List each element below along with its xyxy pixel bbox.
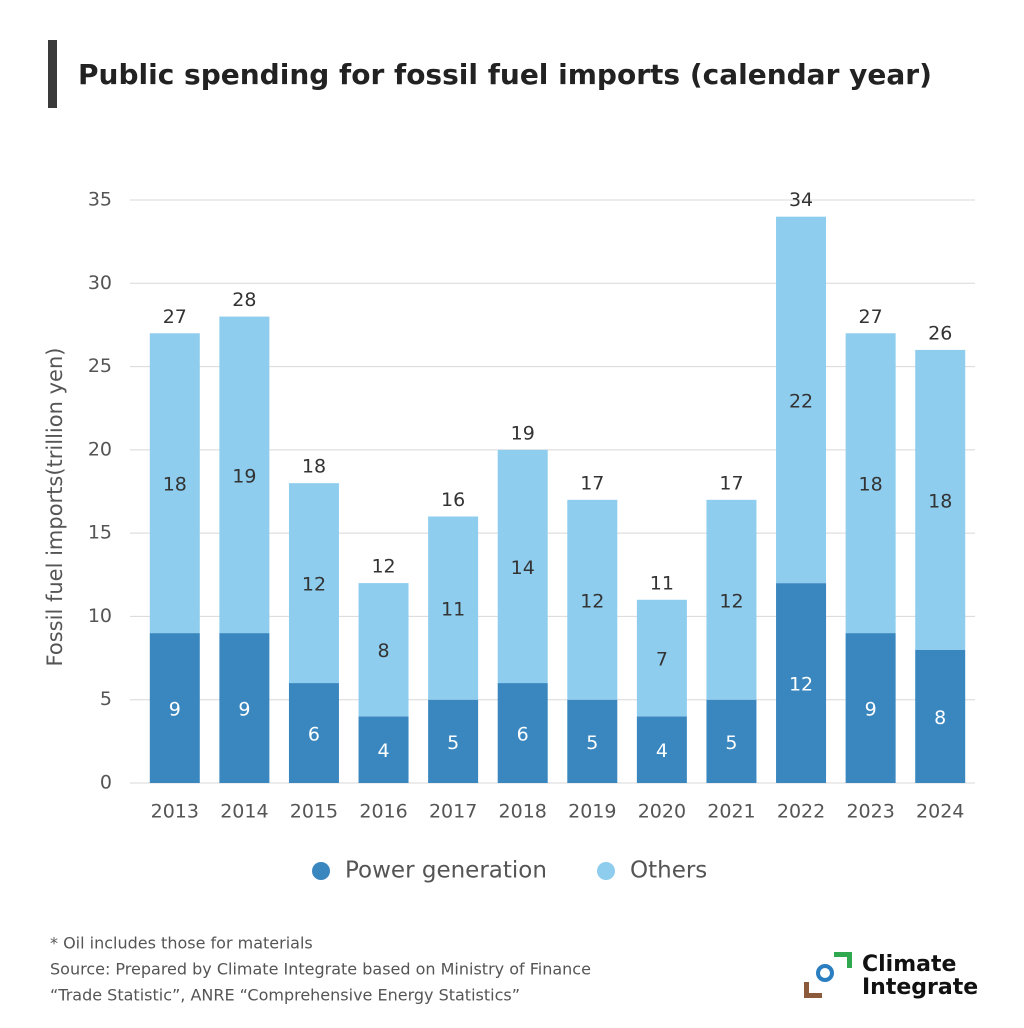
value-label: 19 xyxy=(232,465,256,487)
footnote: * Oil includes those for materials xyxy=(50,934,313,953)
bar-segment xyxy=(288,483,339,684)
total-label: 16 xyxy=(441,489,465,511)
value-label: 11 xyxy=(441,599,465,621)
bar-segment xyxy=(358,583,409,717)
value-label: 12 xyxy=(789,674,813,696)
total-label: 27 xyxy=(859,306,883,328)
value-label: 14 xyxy=(511,557,535,579)
total-label: 11 xyxy=(650,572,674,594)
y-tick-label: 5 xyxy=(100,688,112,710)
y-tick-label: 10 xyxy=(88,605,112,627)
value-label: 8 xyxy=(934,707,946,729)
x-tick-label: 2015 xyxy=(290,801,338,823)
value-label: 5 xyxy=(586,732,598,754)
value-label: 18 xyxy=(163,474,187,496)
value-label: 4 xyxy=(656,740,668,762)
x-tick-label: 2019 xyxy=(568,801,616,823)
bar-segment xyxy=(776,216,827,584)
y-tick-label: 35 xyxy=(88,189,112,211)
chart-title: Public spending for fossil fuel imports … xyxy=(78,58,932,91)
bar-segment xyxy=(149,633,200,783)
value-label: 12 xyxy=(719,590,743,612)
value-label: 22 xyxy=(789,390,813,412)
x-tick-label: 2017 xyxy=(429,801,477,823)
x-tick-label: 2021 xyxy=(707,801,755,823)
bar-segment xyxy=(706,499,757,700)
y-tick-label: 20 xyxy=(88,438,112,460)
legend-marker xyxy=(597,862,615,880)
value-label: 4 xyxy=(377,740,389,762)
total-label: 17 xyxy=(719,472,743,494)
bar-segment xyxy=(428,516,479,700)
logo-text: Climate xyxy=(862,952,956,977)
bar-segment xyxy=(288,683,339,783)
y-tick-label: 0 xyxy=(100,772,112,794)
value-label: 18 xyxy=(928,490,952,512)
bar-segment xyxy=(567,499,618,700)
value-label: 6 xyxy=(517,724,529,746)
bar-segment xyxy=(497,683,548,783)
bar-segment xyxy=(219,316,270,634)
total-label: 27 xyxy=(163,306,187,328)
legend-label: Power generation xyxy=(345,858,547,884)
x-tick-label: 2022 xyxy=(777,801,825,823)
bar-segment xyxy=(706,699,757,783)
bar-segment xyxy=(567,699,618,783)
bar-segment xyxy=(776,583,827,783)
bar-segment xyxy=(845,633,896,783)
bar-segment xyxy=(915,349,966,650)
value-label: 5 xyxy=(725,732,737,754)
x-tick-label: 2023 xyxy=(846,801,894,823)
x-tick-label: 2016 xyxy=(359,801,407,823)
bar-segment xyxy=(497,449,548,684)
bar-segment xyxy=(636,716,687,783)
x-tick-label: 2013 xyxy=(151,801,199,823)
total-label: 12 xyxy=(371,556,395,578)
value-label: 9 xyxy=(238,699,250,721)
x-tick-label: 2018 xyxy=(499,801,547,823)
value-label: 9 xyxy=(169,699,181,721)
value-label: 8 xyxy=(377,640,389,662)
y-axis-label: Fossil fuel imports(trillion yen) xyxy=(43,348,67,667)
x-tick-label: 2020 xyxy=(638,801,686,823)
y-tick-label: 25 xyxy=(88,355,112,377)
bar-segment xyxy=(915,649,966,783)
total-label: 17 xyxy=(580,472,604,494)
bar-segment xyxy=(845,333,896,634)
total-label: 18 xyxy=(302,456,326,478)
bar-segment xyxy=(636,599,687,717)
value-label: 12 xyxy=(302,574,326,596)
title-accent xyxy=(48,40,57,108)
value-label: 6 xyxy=(308,724,320,746)
value-label: 7 xyxy=(656,649,668,671)
total-label: 19 xyxy=(511,422,535,444)
x-tick-label: 2024 xyxy=(916,801,964,823)
bar-segment xyxy=(358,716,409,783)
bar-segment xyxy=(428,699,479,783)
total-label: 26 xyxy=(928,322,952,344)
y-tick-label: 30 xyxy=(88,272,112,294)
footnote: Source: Prepared by Climate Integrate ba… xyxy=(50,960,591,979)
footnote: “Trade Statistic”, ANRE “Comprehensive E… xyxy=(50,986,520,1005)
legend-marker xyxy=(312,862,330,880)
legend-label: Others xyxy=(630,858,707,884)
total-label: 28 xyxy=(232,289,256,311)
value-label: 12 xyxy=(580,590,604,612)
logo: Climate Integrate xyxy=(804,952,978,1000)
x-tick-label: 2014 xyxy=(220,801,268,823)
value-label: 18 xyxy=(859,474,883,496)
y-tick-label: 15 xyxy=(88,522,112,544)
total-label: 34 xyxy=(789,189,813,211)
logo-text: Integrate xyxy=(862,975,978,1000)
bar-segment xyxy=(149,333,200,634)
value-label: 5 xyxy=(447,732,459,754)
bar-segment xyxy=(219,633,270,783)
value-label: 9 xyxy=(865,699,877,721)
